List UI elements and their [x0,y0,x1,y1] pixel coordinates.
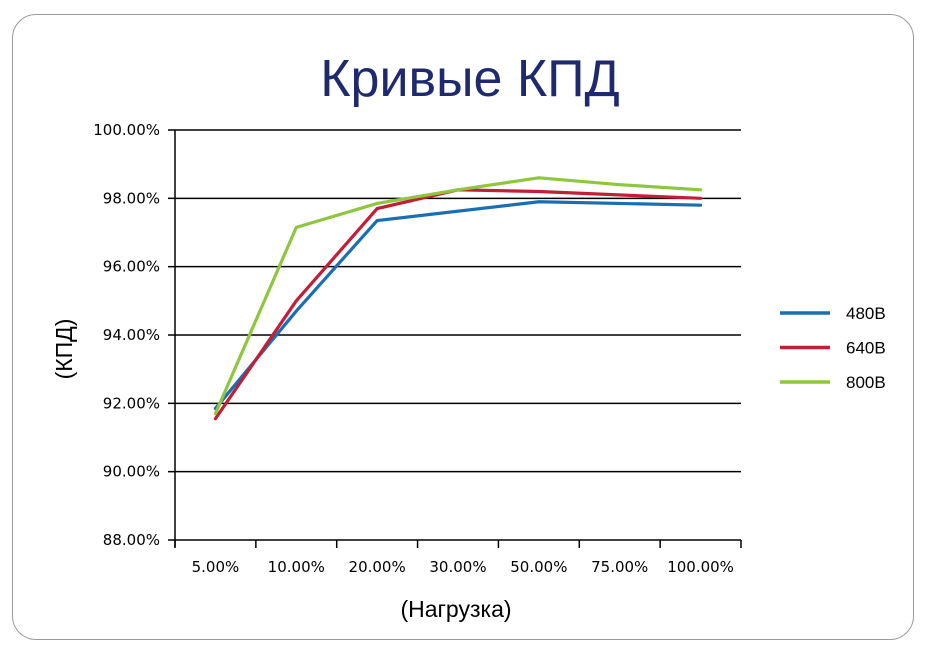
x-tick-label: 5.00% [192,558,240,576]
y-tick-label: 96.00% [103,258,160,276]
x-tick-label: 50.00% [510,558,567,576]
y-tick-label: 94.00% [103,326,160,344]
chart-title: Кривые КПД [320,50,620,108]
x-axis-label: (Нагрузка) [400,596,511,622]
x-tick-label: 20.00% [349,558,406,576]
y-tick-label: 92.00% [103,394,160,412]
series-line [213,188,703,421]
y-tick-label: 98.00% [103,189,160,207]
legend-label: 640В [846,339,886,358]
x-tick-label: 30.00% [429,558,486,576]
y-axis-label: (КПД) [51,319,77,380]
y-tick-label: 90.00% [103,463,160,481]
legend-label: 800В [846,373,886,392]
x-tick-label: 100.00% [667,558,734,576]
y-tick-label: 100.00% [93,121,160,139]
x-tick-labels: 5.00% 10.00% 20.00% 30.00% 50.00% 75.00% 100.0… [192,558,734,576]
chart-card [12,14,914,640]
grid-lines [175,129,741,541]
axes [168,129,742,548]
x-tick-label: 10.00% [268,558,325,576]
y-tick-labels: 100.00% 98.00% 96.00% 94.00% 92.00% 90.00% 88.… [93,121,160,549]
series-line [213,176,703,416]
y-tick-label: 88.00% [103,531,160,549]
x-tick-label: 75.00% [591,558,648,576]
legend-label: 480В [846,304,886,323]
series-line [213,200,703,411]
series-lines [213,176,703,421]
legend: 480В 640В 800В [780,304,886,392]
